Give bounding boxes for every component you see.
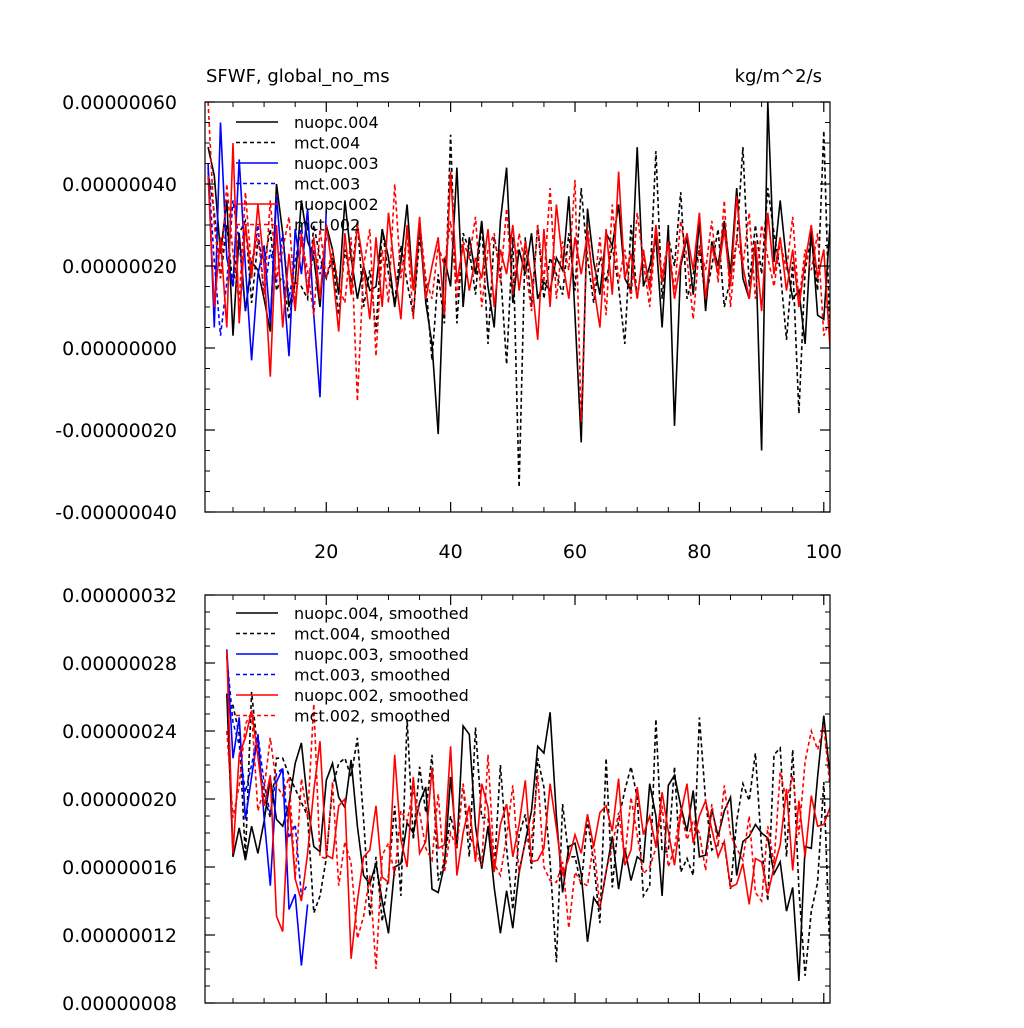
legend-label: nuopc.003, smoothed (294, 645, 469, 664)
series-line-nuopc-002-smoothed (226, 651, 830, 959)
legend-label: nuopc.002 (294, 195, 379, 214)
x-tick-label: 20 (314, 541, 338, 563)
x-tick-label: 80 (687, 541, 711, 563)
units-label: kg/m^2/s (735, 66, 822, 87)
legend-label: mct.004 (294, 134, 360, 153)
legend-label: mct.002 (294, 216, 360, 235)
y-tick-label: 0.00000008 (62, 993, 177, 1015)
y-tick-label: 0.00000040 (62, 174, 177, 196)
series-line-mct-002 (207, 102, 830, 422)
series-line-nuopc-004-smoothed (226, 693, 830, 981)
series-line-nuopc-003 (207, 122, 328, 398)
panel-top: SFWF, global_no_ms kg/m^2/s -0.00000040 -… (55, 66, 842, 563)
legend-label: nuopc.004, smoothed (294, 604, 469, 623)
legend-label: mct.004, smoothed (294, 625, 450, 644)
y-tick-label: 0.00000020 (62, 256, 177, 278)
series-line-mct-002-smoothed (226, 703, 830, 970)
y-tick-label: 0.00000020 (62, 789, 177, 811)
series-group (226, 649, 830, 981)
y-tick-label: 0.00000012 (62, 925, 177, 947)
panel-title: SFWF, global_no_ms (206, 66, 390, 87)
y-tick-label: 0.00000028 (62, 653, 177, 675)
x-tick-label: 60 (563, 541, 587, 563)
series-line-mct-003-smoothed (226, 656, 309, 899)
y-tick-label: 0.00000060 (62, 92, 177, 114)
y-tick-label: 0.00000000 (62, 338, 177, 360)
y-tick-label: -0.00000040 (55, 502, 177, 524)
legend-label: mct.002, smoothed (294, 707, 450, 726)
y-tick-label: 0.00000016 (62, 857, 177, 879)
panel-bottom: 0.00000008 0.00000012 0.00000016 0.00000020… (62, 585, 831, 1015)
series-group (207, 102, 830, 488)
legend-label: mct.003 (294, 175, 360, 194)
x-tick-label: 40 (439, 541, 463, 563)
legend-label: nuopc.003 (294, 154, 379, 173)
legend-label: mct.003, smoothed (294, 666, 450, 685)
legend-label: nuopc.004 (294, 113, 379, 132)
y-tick-label: 0.00000032 (62, 585, 177, 607)
y-tick-label: -0.00000020 (55, 420, 177, 442)
series-line-nuopc-003-smoothed (226, 649, 309, 966)
x-tick-label: 100 (806, 541, 842, 563)
y-tick-label: 0.00000024 (62, 721, 177, 743)
legend-label: nuopc.002, smoothed (294, 686, 469, 705)
series-line-nuopc-002 (207, 142, 830, 377)
